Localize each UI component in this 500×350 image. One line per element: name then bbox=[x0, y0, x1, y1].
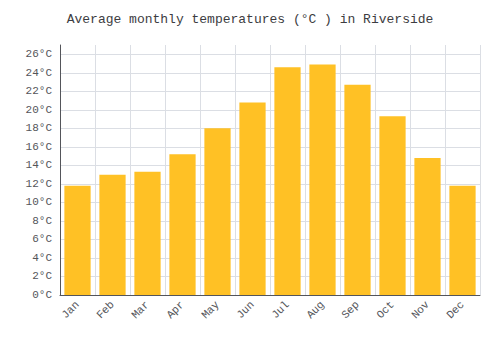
svg-text:0°C: 0°C bbox=[32, 289, 52, 301]
svg-text:May: May bbox=[199, 298, 222, 321]
svg-text:Jul: Jul bbox=[269, 299, 291, 321]
svg-text:18°C: 18°C bbox=[26, 122, 53, 134]
svg-text:Feb: Feb bbox=[94, 299, 116, 321]
svg-text:Jan: Jan bbox=[59, 299, 81, 321]
svg-text:24°C: 24°C bbox=[26, 67, 53, 79]
svg-text:Average monthly temperatures (: Average monthly temperatures (°C ) in Ri… bbox=[67, 12, 434, 27]
svg-text:20°C: 20°C bbox=[26, 104, 53, 116]
svg-text:14°C: 14°C bbox=[26, 159, 53, 171]
svg-text:22°C: 22°C bbox=[26, 85, 53, 97]
svg-text:Nov: Nov bbox=[409, 298, 432, 321]
svg-text:Aug: Aug bbox=[304, 299, 326, 321]
svg-text:10°C: 10°C bbox=[26, 196, 53, 208]
svg-text:2°C: 2°C bbox=[32, 270, 52, 282]
svg-text:8°C: 8°C bbox=[32, 215, 52, 227]
svg-text:Mar: Mar bbox=[129, 299, 151, 321]
svg-text:16°C: 16°C bbox=[26, 141, 53, 153]
svg-text:Oct: Oct bbox=[374, 299, 396, 321]
svg-text:26°C: 26°C bbox=[26, 48, 53, 60]
svg-text:6°C: 6°C bbox=[32, 233, 52, 245]
svg-text:Jun: Jun bbox=[234, 299, 256, 321]
svg-text:12°C: 12°C bbox=[26, 178, 53, 190]
svg-text:Dec: Dec bbox=[444, 299, 466, 321]
svg-text:Sep: Sep bbox=[339, 299, 361, 321]
svg-text:4°C: 4°C bbox=[32, 252, 52, 264]
svg-text:Apr: Apr bbox=[164, 299, 186, 321]
